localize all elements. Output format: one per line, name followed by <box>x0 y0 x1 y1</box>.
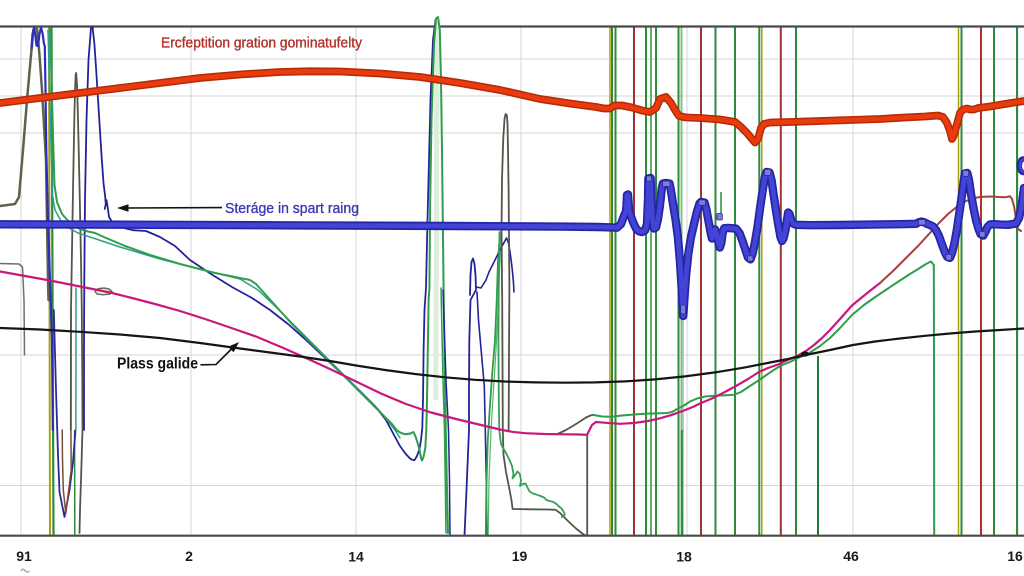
svg-text:Steráge in spart raing: Steráge in spart raing <box>225 201 359 217</box>
svg-text:19: 19 <box>512 548 528 564</box>
svg-text:Plass galide: Plass galide <box>117 356 198 373</box>
svg-text:Ercfeptition gration gominatuf: Ercfeptition gration gominatufelty <box>161 36 363 52</box>
svg-text:18: 18 <box>676 549 692 565</box>
svg-text:46: 46 <box>843 548 859 564</box>
svg-text:2: 2 <box>185 548 193 564</box>
svg-text:14: 14 <box>348 549 364 565</box>
svg-text:91: 91 <box>16 548 32 564</box>
svg-text:16: 16 <box>1007 548 1023 564</box>
